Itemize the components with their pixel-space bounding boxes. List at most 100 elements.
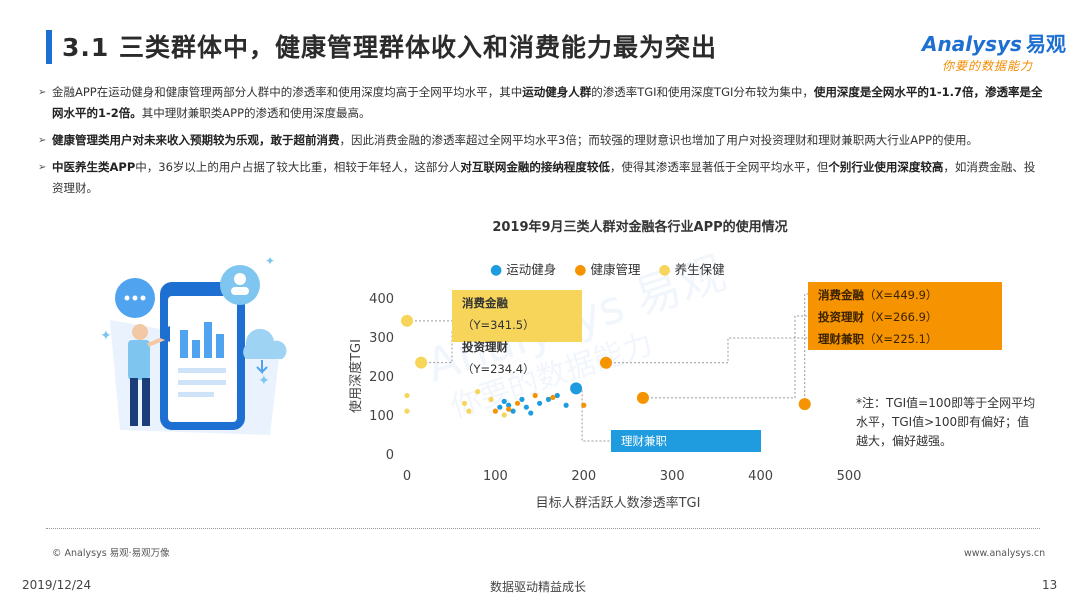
data-point	[528, 410, 534, 416]
footer-copyright: © Analysys 易观·易观万像	[52, 548, 170, 559]
leader-line	[642, 315, 808, 399]
legend-marker-icon: ●	[490, 262, 503, 278]
y-tick-label: 400	[369, 292, 394, 307]
leader-line	[605, 337, 808, 364]
bullet-arrow-icon: ➢	[38, 162, 47, 173]
bullet-arrow-icon: ➢	[38, 135, 47, 146]
data-point	[401, 314, 413, 327]
legend-item-fitness: ● 运动健身	[490, 262, 557, 278]
chart-title: 2019年9月三类人群对金融各行业APP的使用情况	[492, 220, 788, 235]
legend-label: 健康管理	[590, 262, 641, 277]
data-point	[519, 396, 525, 402]
data-point	[563, 402, 569, 408]
data-point	[510, 408, 516, 414]
bullet-run: 中，36岁以上的用户占据了较大比重，相较于年轻人，这部分人	[135, 160, 461, 174]
bullet-text: 健康管理类用户对未来收入预期较为乐观，敢于超前消费，因此消费金融的渗透率超过全网…	[52, 133, 978, 147]
page-title: 3.1 三类群体中，健康管理群体收入和消费能力最为突出	[62, 33, 717, 62]
legend-item-wellness: ● 养生保健	[658, 262, 725, 278]
callout-value: （X=449.9）	[864, 288, 938, 302]
data-point	[798, 398, 811, 411]
bullet-run: ，使得其渗透率显著低于全网平均水平，但	[609, 160, 829, 174]
bullet-emphasis: 健康管理类用户对未来收入预期较为乐观，敢于超前消费	[52, 133, 340, 147]
callout-line: 消费金融（X=449.9）	[818, 284, 992, 306]
x-tick-label: 300	[660, 469, 685, 484]
bullet-arrow-icon: ➢	[38, 87, 47, 98]
callout-health: 消费金融（X=449.9） 投资理财（X=266.9） 理财兼职（X=225.1…	[808, 282, 1002, 350]
bullet-emphasis: 中医养生类APP	[52, 160, 136, 174]
data-point	[532, 392, 538, 399]
legend-marker-icon: ●	[658, 262, 671, 278]
data-point	[404, 408, 410, 414]
data-point	[488, 396, 494, 402]
data-point	[501, 398, 507, 404]
y-tick-label: 300	[369, 331, 394, 346]
callout-value: （Y=234.4）	[462, 362, 535, 376]
logo-en: Analysys	[922, 32, 1022, 56]
footer-website-link[interactable]: www.analysys.cn	[964, 548, 1046, 559]
y-axis-label: 使用深度TGI	[348, 339, 364, 413]
chart-axes: 0 100 200 300 400 500 0 100 200 300 400 目标人群活跃人数渗透率…	[348, 292, 861, 511]
chart-points	[401, 314, 811, 418]
callout-line: 理财兼职（X=225.1）	[818, 328, 992, 350]
bullet-emphasis: 个别行业使用深度较高	[828, 160, 944, 174]
y-tick-label: 100	[369, 409, 394, 424]
callout-value: （X=266.9）	[864, 310, 938, 324]
data-point	[636, 391, 649, 404]
logo-slogan: 你要的数据能力	[942, 59, 1034, 73]
callout-wellness: 消费金融 （Y=341.5） 投资理财 （Y=234.4）	[452, 290, 582, 376]
title-accent-bar	[46, 30, 52, 64]
data-point	[461, 400, 468, 406]
x-tick-label: 200	[571, 469, 596, 484]
legend-label: 运动健身	[506, 262, 557, 277]
logo-cn: 易观	[1025, 32, 1066, 56]
callout-line: 投资理财 （Y=234.4）	[462, 336, 572, 380]
data-point	[506, 402, 512, 408]
legend-label: 养生保健	[674, 262, 725, 277]
data-point	[581, 402, 587, 408]
leader-line	[804, 293, 808, 405]
data-point	[550, 394, 556, 401]
callout-value: （Y=341.5）	[462, 318, 535, 332]
brand-logo: Analysys 易观 你要的数据能力	[922, 28, 1066, 74]
bullet-item: ➢ 健康管理类用户对未来收入预期较为乐观，敢于超前消费，因此消费金融的渗透率超过全…	[38, 130, 1043, 151]
phone-illustration: ✦ ✦ ✦	[100, 254, 287, 435]
bullet-run: 的渗透率TGI和使用深度TGI分布较为集中，	[591, 85, 814, 99]
data-point	[497, 404, 503, 410]
footer-divider	[46, 528, 1040, 529]
bullet-item: ➢ 金融APP在运动健身和健康管理两部分人群中的渗透率和使用深度均高于全网平均水平…	[38, 82, 1043, 124]
bullet-run: ，因此消费金融的渗透率超过全网平均水平3倍；而较强的理财意识也增加了用户对投资理…	[339, 133, 979, 147]
bullet-emphasis: 对互联网金融的接纳程度较低	[460, 160, 610, 174]
legend-item-health: ● 健康管理	[574, 262, 641, 278]
callout-label: 理财兼职	[818, 332, 864, 346]
data-point	[501, 412, 507, 418]
data-point	[514, 400, 521, 406]
legend-marker-icon: ●	[574, 262, 587, 278]
bullet-text: 中医养生类APP中，36岁以上的用户占据了较大比重，相较于年轻人，这部分人对互联…	[52, 160, 1035, 195]
bullet-run: 其中理财兼职类APP的渗透和使用深度最高。	[141, 106, 371, 120]
x-tick-label: 400	[748, 469, 773, 484]
bullet-item: ➢ 中医养生类APP中，36岁以上的用户占据了较大比重，相较于年轻人，这部分人对互…	[38, 157, 1043, 199]
bullet-run: ，如消费金融、投资理财。	[52, 160, 1036, 195]
bullet-run: 金融APP在运动健身和健康管理两部分人群中的渗透率和使用深度均高于全网平均水平，…	[52, 85, 523, 99]
bullet-list: ➢ 金融APP在运动健身和健康管理两部分人群中的渗透率和使用深度均高于全网平均水平…	[38, 82, 1043, 205]
data-point	[599, 356, 612, 369]
data-point	[475, 389, 481, 395]
data-point	[523, 404, 529, 410]
x-tick-label: 100	[483, 469, 508, 484]
callout-value: （X=225.1）	[864, 332, 938, 346]
callout-label: 消费金融	[818, 288, 864, 302]
data-point	[506, 406, 512, 412]
data-point	[404, 392, 410, 399]
data-point	[415, 356, 428, 369]
bullet-emphasis: 运动健身人群	[522, 85, 592, 99]
x-axis-label: 目标人群活跃人数渗透率TGI	[536, 495, 701, 511]
data-point	[545, 396, 552, 402]
data-point	[554, 392, 560, 399]
footer-slogan: 数据驱动精益成长	[490, 580, 587, 594]
bullet-text: 金融APP在运动健身和健康管理两部分人群中的渗透率和使用深度均高于全网平均水平，…	[52, 85, 1043, 120]
data-point	[570, 382, 583, 395]
callout-fitness: 理财兼职（191.3,168.4）	[611, 430, 761, 466]
chart-note: *注：TGI值=100即等于全网平均水平，TGI值>100即有偏好；值越大，偏好…	[856, 396, 1036, 448]
bullet-emphasis: 使用深度是全网水平的1-1.7倍，渗透率是全网水平的1-2倍。	[52, 85, 1043, 120]
x-tick-label: 0	[403, 469, 411, 484]
